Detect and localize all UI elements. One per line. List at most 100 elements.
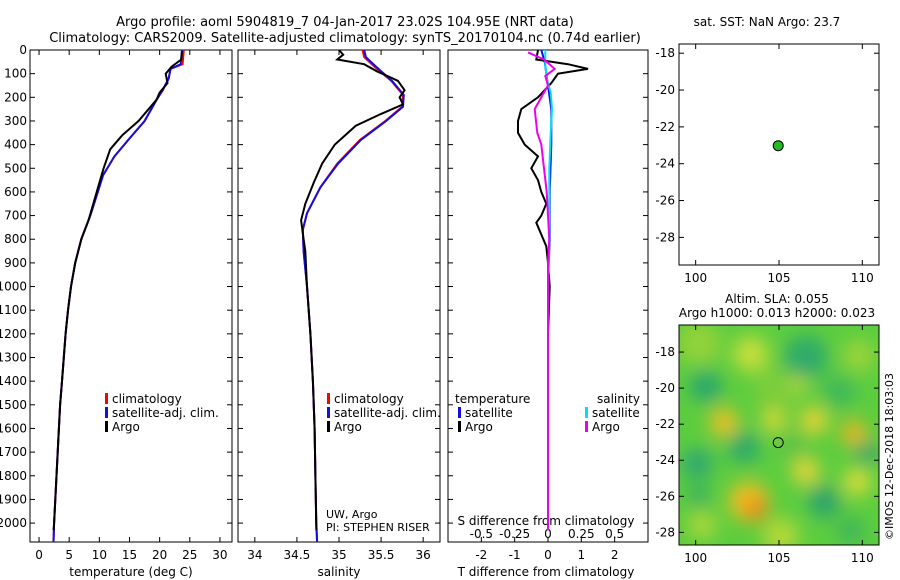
sla-patch [783,335,828,380]
sla-patch [689,370,722,403]
salinity-xlabel: salinity [317,565,360,579]
sla_map-ytick-label: -24 [655,453,675,467]
difference-series-t-argo [517,49,589,531]
temperature-ytick-label: 1900 [0,492,27,506]
salinity-xtick-label: 34 [247,548,262,562]
title-line-1: Argo profile: aoml 5904819_7 04-Jan-2017… [116,15,574,30]
difference-xtick-label: -2 [475,548,487,562]
sla-patch [823,375,855,408]
sla-patch [836,516,865,545]
sla-patch [762,518,799,545]
sla_map-xtick-label: 100 [684,551,707,565]
difference-xlabel: T difference from climatology [457,565,635,579]
temperature-legend-label: climatology [112,392,182,406]
sla-patch [780,432,805,456]
salinity-xtick-label: 35.5 [368,548,395,562]
salinity-legend-swatch [327,393,330,404]
sla-patch [843,339,875,372]
temperature-xtick-label: 5 [65,548,73,562]
salinity-legend-label: climatology [334,392,404,406]
difference-legend-salinity-title: salinity [597,392,640,406]
sst_map-argo-marker [772,140,784,152]
difference-top-axis-label: S difference from climatology [458,514,635,528]
sla-patch [687,510,718,541]
temperature-legend-swatch [105,421,108,432]
salinity-legend-swatch [327,407,330,418]
difference-legend-salinity-label: satellite [592,406,640,420]
salinity-xtick-label: 35 [331,548,346,562]
sla-patch [681,447,714,480]
temperature-ytick-label: 600 [4,185,27,199]
salinity-legend-label: Argo [334,420,362,434]
temperature-ytick-label: 1500 [0,398,27,412]
sla-patch [790,375,808,394]
temperature-xtick-label: 15 [122,548,137,562]
temperature-legend-label: Argo [112,420,140,434]
sst-map-title: sat. SST: NaN Argo: 23.7 [694,15,841,29]
sla_map-xtick-label: 105 [768,551,791,565]
difference-legend-temperature-label: Argo [465,420,493,434]
sla-patch [762,408,786,433]
sst_map-xtick-label: 110 [851,271,874,285]
sla-patch [791,457,820,486]
sst_map-ytick-label: -22 [655,120,675,134]
sla_map-ytick-label: -20 [655,381,675,395]
difference-xtick-label: 1 [578,548,586,562]
salinity-series-climatology [301,49,405,543]
temperature-xtick-label: 20 [152,548,167,562]
salinity-annotation-2: PI: STEPHEN RISER [326,521,430,534]
sla-patch [679,325,721,365]
difference-legend-temperature-label: satellite [465,406,513,420]
sst_map-ytick-label: -28 [655,230,675,244]
difference-xtick-label: 2 [611,548,619,562]
difference-legend-temperature-title: temperature [455,392,530,406]
sla-patch [808,485,840,518]
difference-s-tick-label: -0.25 [499,527,530,541]
sst_map-xtick-label: 105 [768,271,791,285]
sla-patch [710,408,738,437]
temperature-legend-swatch [105,393,108,404]
salinity-annotation-1: UW, Argo [326,508,378,521]
difference-xtick-label: 0 [544,548,552,562]
temperature-ytick-label: 1400 [0,374,27,388]
sla_map-xtick-label: 110 [851,551,874,565]
sst-map-panel: sat. SST: NaN Argo: 23.7 100 105 110 -18 -20 -… [655,15,880,285]
salinity-frame [237,49,441,543]
sla-patch [800,406,828,435]
difference-legend-salinity-swatch [585,407,588,418]
temperature-ytick-label: 1200 [0,327,27,341]
temperature-ytick-label: 1600 [0,421,27,435]
sla-patch [690,487,708,506]
difference-s-tick-label: 0 [544,527,552,541]
sla-patch [732,335,769,372]
sla-patch [843,467,872,496]
difference-s-tick-label: 0.5 [605,527,624,541]
difference-panel: -2 -1 0 1 2 -0.5 -0.25 0 0.25 0.5S difference fro… [447,49,649,579]
temperature-ytick-label: 1300 [0,351,27,365]
sla-patch [753,367,798,412]
difference-xtick-label: -1 [509,548,521,562]
temperature-xlabel: temperature (deg C) [69,565,192,579]
sla_map-ytick-label: -28 [655,525,675,539]
side-stamp: ©IMOS 12-Dec-2018 18:03:03 [883,373,896,540]
temperature-frame [29,49,233,543]
temperature-series-argo [52,51,183,531]
difference-s-tick-label: -0.5 [470,527,493,541]
temperature-xtick-label: 10 [92,548,107,562]
temperature-ytick-label: 700 [4,209,27,223]
temperature-ytick-label: 800 [4,232,27,246]
temperature-ytick-label: 1000 [0,280,27,294]
sla-map-title-1: Altim. SLA: 0.055 [725,292,829,306]
difference-legend-temperature-swatch [458,421,461,432]
difference-legend-salinity-label: Argo [592,420,620,434]
temperature-series-climatology [52,49,185,543]
salinity-legend-label: satellite-adj. clim. [334,406,441,420]
difference-series-s-argo [527,51,557,531]
sst_map-ytick-label: -24 [655,157,675,171]
temperature-xtick-label: 0 [35,548,43,562]
sst_map-ytick-label: -26 [655,194,675,208]
temperature-legend-swatch [105,407,108,418]
sla-patch [856,442,879,464]
temperature-ytick-label: 2000 [0,516,27,530]
sst_map-ytick-label: -18 [655,46,675,60]
